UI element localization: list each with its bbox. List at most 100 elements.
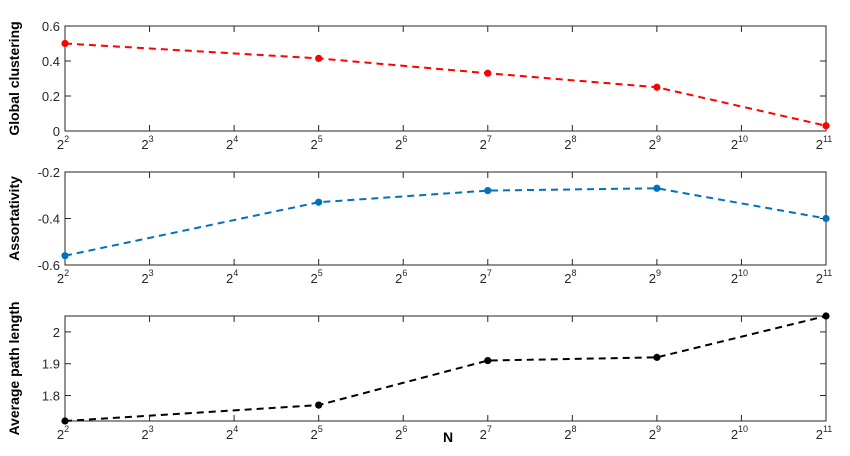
tick-base: 2 [57, 271, 64, 286]
plot-1-y-axis-label: Global clustering [6, 21, 22, 135]
tick-exponent: 4 [233, 134, 238, 144]
tick-exponent: 3 [149, 134, 154, 144]
tick-base: 2 [649, 137, 656, 152]
plot-3-series-line [64, 315, 827, 422]
tick-base: 2 [649, 271, 656, 286]
tick-base: 2 [57, 427, 64, 442]
tick-base: 2 [731, 271, 738, 286]
tick-base: 2 [480, 427, 487, 442]
tick-exponent: 9 [656, 424, 661, 434]
tick-base: 2 [480, 137, 487, 152]
tick-base: 2 [311, 271, 318, 286]
tick-exponent: 4 [233, 424, 238, 434]
plot-3-x-tick-label: 210 [731, 424, 748, 442]
tick-base: 2 [564, 427, 571, 442]
plot-3-data-point [315, 401, 323, 409]
tick-exponent: 10 [738, 268, 748, 278]
plot-2-y-tick-label: -0.4 [38, 212, 60, 227]
plot-1-x-tick-label: 29 [649, 134, 661, 152]
tick-exponent: 11 [823, 424, 832, 434]
tick-exponent: 6 [402, 424, 407, 434]
plot-1-x-tick-label: 28 [564, 134, 576, 152]
plot-3-data-point [61, 417, 69, 425]
tick-base: 2 [395, 137, 402, 152]
tick-exponent: 9 [656, 268, 661, 278]
tick-exponent: 3 [149, 268, 154, 278]
tick-exponent: 8 [571, 424, 576, 434]
tick-exponent: 4 [233, 268, 238, 278]
tick-exponent: 11 [823, 268, 832, 278]
plot-2-x-tick-label: 210 [731, 268, 748, 286]
tick-exponent: 7 [487, 134, 492, 144]
plot-1-x-tick-label: 26 [395, 134, 407, 152]
plot-1-y-tick-label: 0.6 [42, 19, 60, 34]
plot-3-x-axis-label: N [443, 429, 453, 445]
plot-3-x-tick-label: 24 [226, 424, 238, 442]
plot-3-data-point [653, 353, 661, 361]
plot-3-x-tick-label: 28 [564, 424, 576, 442]
plot-2-x-tick-label: 26 [395, 268, 407, 286]
plot-2-data-point [653, 184, 661, 192]
plot-1-x-tick-label: 23 [141, 134, 153, 152]
tick-base: 2 [311, 137, 318, 152]
tick-base: 2 [226, 137, 233, 152]
tick-exponent: 6 [402, 268, 407, 278]
tick-base: 2 [395, 271, 402, 286]
tick-exponent: 10 [738, 134, 748, 144]
tick-base: 2 [816, 271, 823, 286]
tick-exponent: 6 [402, 134, 407, 144]
tick-exponent: 2 [64, 424, 69, 434]
plot-2-x-tick-label: 24 [226, 268, 238, 286]
tick-base: 2 [564, 271, 571, 286]
plot-3-x-tick-label: 27 [480, 424, 492, 442]
plot-3-data-point [822, 312, 830, 320]
plot-1-axes-box [64, 25, 827, 132]
plot-2-y-axis-label: Assortativity [6, 176, 22, 261]
tick-exponent: 9 [656, 134, 661, 144]
tick-base: 2 [564, 137, 571, 152]
plot-2-y-tick-label: -0.6 [38, 258, 60, 273]
tick-base: 2 [226, 271, 233, 286]
plot-1-data-point [315, 54, 323, 62]
plot-3-x-tick-label: 26 [395, 424, 407, 442]
plot-2-x-tick-label: 27 [480, 268, 492, 286]
tick-base: 2 [395, 427, 402, 442]
tick-base: 2 [816, 427, 823, 442]
tick-base: 2 [141, 271, 148, 286]
tick-base: 2 [226, 427, 233, 442]
plot-2-x-tick-label: 22 [57, 268, 69, 286]
plot-3-x-tick-label: 211 [816, 424, 833, 442]
plot-1-series-line [64, 42, 827, 127]
plot-1-x-tick-label: 27 [480, 134, 492, 152]
plot-2-data-point [315, 198, 323, 206]
plot-3-y-tick-label: 2 [53, 325, 60, 340]
plot-1-x-tick-label: 211 [816, 134, 833, 152]
tick-base: 2 [141, 137, 148, 152]
plot-3-x-tick-label: 22 [57, 424, 69, 442]
plot-2-axes-box [64, 171, 827, 266]
plot-2-x-tick-label: 28 [564, 268, 576, 286]
plot-3-x-tick-label: 29 [649, 424, 661, 442]
tick-base: 2 [141, 427, 148, 442]
plot-1-x-tick-label: 22 [57, 134, 69, 152]
plot-1-x-tick-label: 25 [311, 134, 323, 152]
tick-base: 2 [311, 427, 318, 442]
plot-2-series-line [64, 187, 827, 257]
tick-exponent: 2 [64, 134, 69, 144]
plot-2-data-point [822, 214, 830, 223]
plot-2-x-tick-label: 25 [311, 268, 323, 286]
plot-1-y-tick-label: 0 [53, 124, 60, 139]
plot-3-y-tick-label: 1.9 [42, 357, 60, 372]
tick-base: 2 [480, 271, 487, 286]
tick-exponent: 8 [571, 134, 576, 144]
tick-exponent: 5 [318, 424, 323, 434]
plot-2-x-tick-label: 23 [141, 268, 153, 286]
tick-base: 2 [57, 137, 64, 152]
tick-exponent: 10 [738, 424, 748, 434]
tick-exponent: 7 [487, 268, 492, 278]
plot-3-y-axis-label: Average path length [6, 301, 22, 435]
plot-1-data-point [61, 39, 69, 48]
plot-2-data-point [61, 252, 69, 260]
plot-3-axes-box [64, 315, 827, 422]
tick-base: 2 [649, 427, 656, 442]
